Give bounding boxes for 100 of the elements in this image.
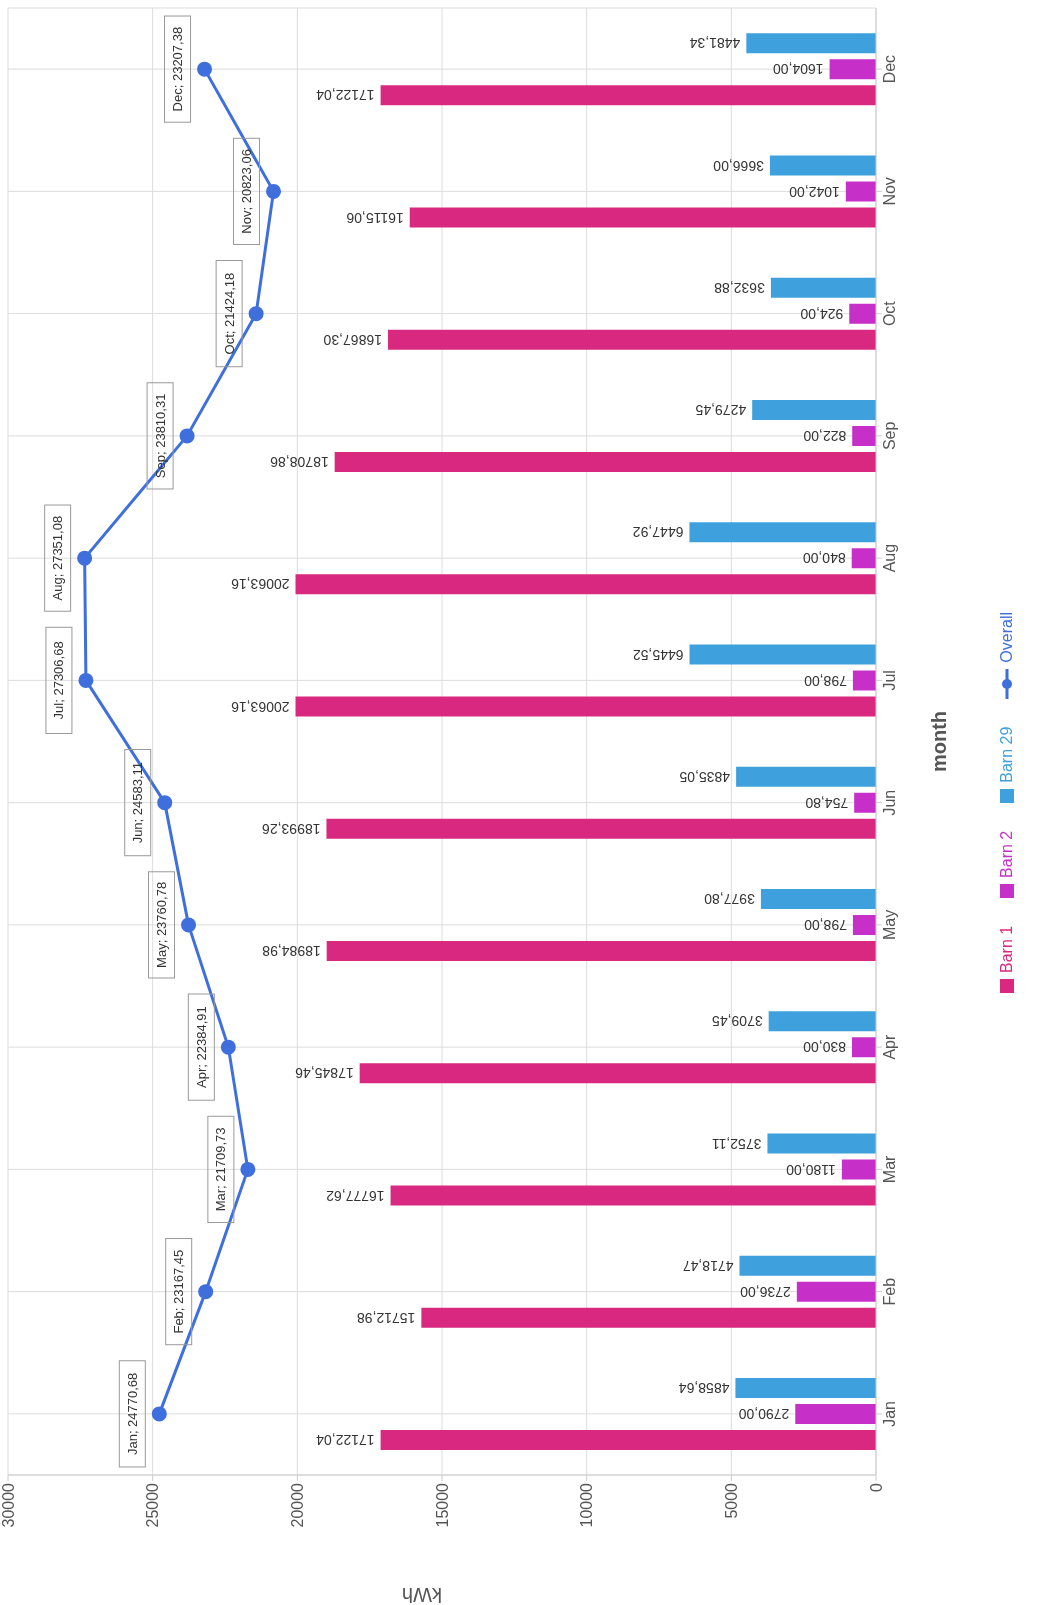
bar bbox=[841, 1159, 876, 1180]
y-tick-label: Mar bbox=[881, 1154, 899, 1184]
point bbox=[220, 1039, 236, 1055]
data-label: 2790,00 bbox=[738, 1406, 790, 1422]
data-label: 18708,86 bbox=[270, 454, 329, 470]
point bbox=[197, 61, 213, 77]
data-label: 822,00 bbox=[803, 428, 847, 444]
point bbox=[240, 1161, 256, 1177]
data-label: 798,00 bbox=[803, 672, 847, 689]
bar bbox=[387, 329, 876, 350]
data-label: 830,00 bbox=[802, 1039, 846, 1056]
data-label: 2736,00 bbox=[740, 1283, 791, 1300]
data-label: Aug; 27351,08 bbox=[50, 515, 66, 601]
point bbox=[198, 1284, 214, 1300]
data-label: Jan; 24770,68 bbox=[124, 1372, 140, 1456]
bar bbox=[736, 766, 876, 787]
data-label: 754,80 bbox=[805, 794, 849, 811]
bar bbox=[767, 1133, 876, 1154]
y-tick-label: Aug bbox=[881, 543, 899, 573]
y-tick-label: Apr bbox=[881, 1034, 899, 1060]
data-label: Jul; 27306,68 bbox=[51, 641, 67, 720]
bar bbox=[851, 1037, 876, 1058]
bar bbox=[326, 818, 876, 839]
data-label: 17845,46 bbox=[295, 1065, 354, 1082]
point bbox=[78, 672, 94, 688]
y-tick-label: Sep bbox=[881, 421, 899, 451]
bar bbox=[852, 670, 876, 691]
bar bbox=[390, 1185, 876, 1206]
y-tick-label: Jan bbox=[881, 1400, 899, 1427]
data-label: 3709,45 bbox=[711, 1013, 763, 1030]
bar bbox=[768, 1011, 876, 1032]
data-label: Sep; 23810,31 bbox=[152, 393, 168, 479]
data-label: Jun; 24583,11 bbox=[130, 761, 146, 844]
text: Barn 29 bbox=[998, 726, 1016, 783]
bar bbox=[326, 941, 876, 961]
x-tick-label: 25000 bbox=[144, 1482, 162, 1528]
data-label: 18993,26 bbox=[261, 820, 321, 837]
bar bbox=[852, 915, 876, 935]
point bbox=[179, 428, 195, 444]
data-label: 4718,47 bbox=[682, 1257, 734, 1274]
bar bbox=[852, 426, 876, 446]
bar bbox=[295, 574, 876, 595]
bar bbox=[334, 452, 876, 472]
data-label: 4835,05 bbox=[679, 768, 731, 785]
data-label: 3752,11 bbox=[711, 1135, 762, 1152]
data-label: Apr; 22384,91 bbox=[193, 1006, 209, 1088]
bar bbox=[769, 155, 876, 176]
data-label: 798,00 bbox=[803, 917, 847, 933]
data-label: 3632,88 bbox=[714, 279, 765, 296]
text: Barn 1 bbox=[998, 925, 1016, 974]
data-label: Mar; 21709,73 bbox=[213, 1127, 229, 1212]
text: Barn 2 bbox=[998, 830, 1016, 878]
bar bbox=[380, 1430, 876, 1450]
data-label: 20063,16 bbox=[230, 576, 290, 593]
x-tick-label: 20000 bbox=[289, 1482, 307, 1528]
bar bbox=[829, 59, 876, 80]
x-tick-label: 15000 bbox=[433, 1482, 451, 1528]
bar bbox=[854, 792, 876, 813]
y-axis-title: month bbox=[928, 710, 950, 773]
text: Overall bbox=[998, 612, 1016, 663]
data-label: 4279,45 bbox=[695, 402, 747, 418]
bar bbox=[746, 33, 876, 54]
data-label: 1604,00 bbox=[772, 61, 824, 78]
bar bbox=[359, 1063, 876, 1084]
data-label: Dec; 23207,38 bbox=[170, 26, 186, 112]
data-label: Oct; 21424,18 bbox=[221, 272, 237, 355]
y-tick-label: Jun bbox=[881, 789, 899, 816]
data-label: 16867,30 bbox=[323, 331, 382, 348]
data-label: 840,00 bbox=[802, 550, 846, 567]
bar bbox=[295, 696, 876, 717]
bar bbox=[796, 1281, 876, 1302]
point bbox=[266, 183, 282, 199]
data-label: 4481,34 bbox=[689, 35, 741, 52]
bar bbox=[851, 548, 876, 569]
bar bbox=[770, 277, 876, 298]
y-tick-label: Oct bbox=[881, 300, 899, 327]
bar bbox=[421, 1307, 876, 1328]
x-tick-label: 10000 bbox=[578, 1482, 596, 1528]
bar bbox=[760, 889, 876, 909]
bar bbox=[739, 1255, 876, 1276]
data-label: 924,00 bbox=[800, 305, 844, 322]
point bbox=[181, 917, 197, 933]
data-label: 3977,80 bbox=[704, 891, 755, 907]
bar bbox=[689, 644, 876, 665]
bar bbox=[795, 1404, 876, 1424]
x-tick-label: 0 bbox=[867, 1482, 885, 1492]
bar bbox=[845, 181, 876, 202]
data-label: 16777,62 bbox=[325, 1187, 385, 1204]
y-tick-label: Jul bbox=[881, 670, 899, 691]
point bbox=[157, 795, 173, 811]
data-label: Nov; 20823,06 bbox=[239, 149, 255, 234]
y-tick-label: May bbox=[881, 909, 899, 940]
y-tick-label: Feb bbox=[881, 1277, 899, 1306]
bar bbox=[409, 207, 876, 228]
data-label: 6447,92 bbox=[632, 524, 684, 541]
point bbox=[248, 306, 264, 322]
y-tick-label: Nov bbox=[881, 177, 899, 206]
point bbox=[77, 550, 93, 566]
data-label: 17122,04 bbox=[316, 87, 375, 104]
x-tick-label: 5000 bbox=[723, 1482, 741, 1519]
